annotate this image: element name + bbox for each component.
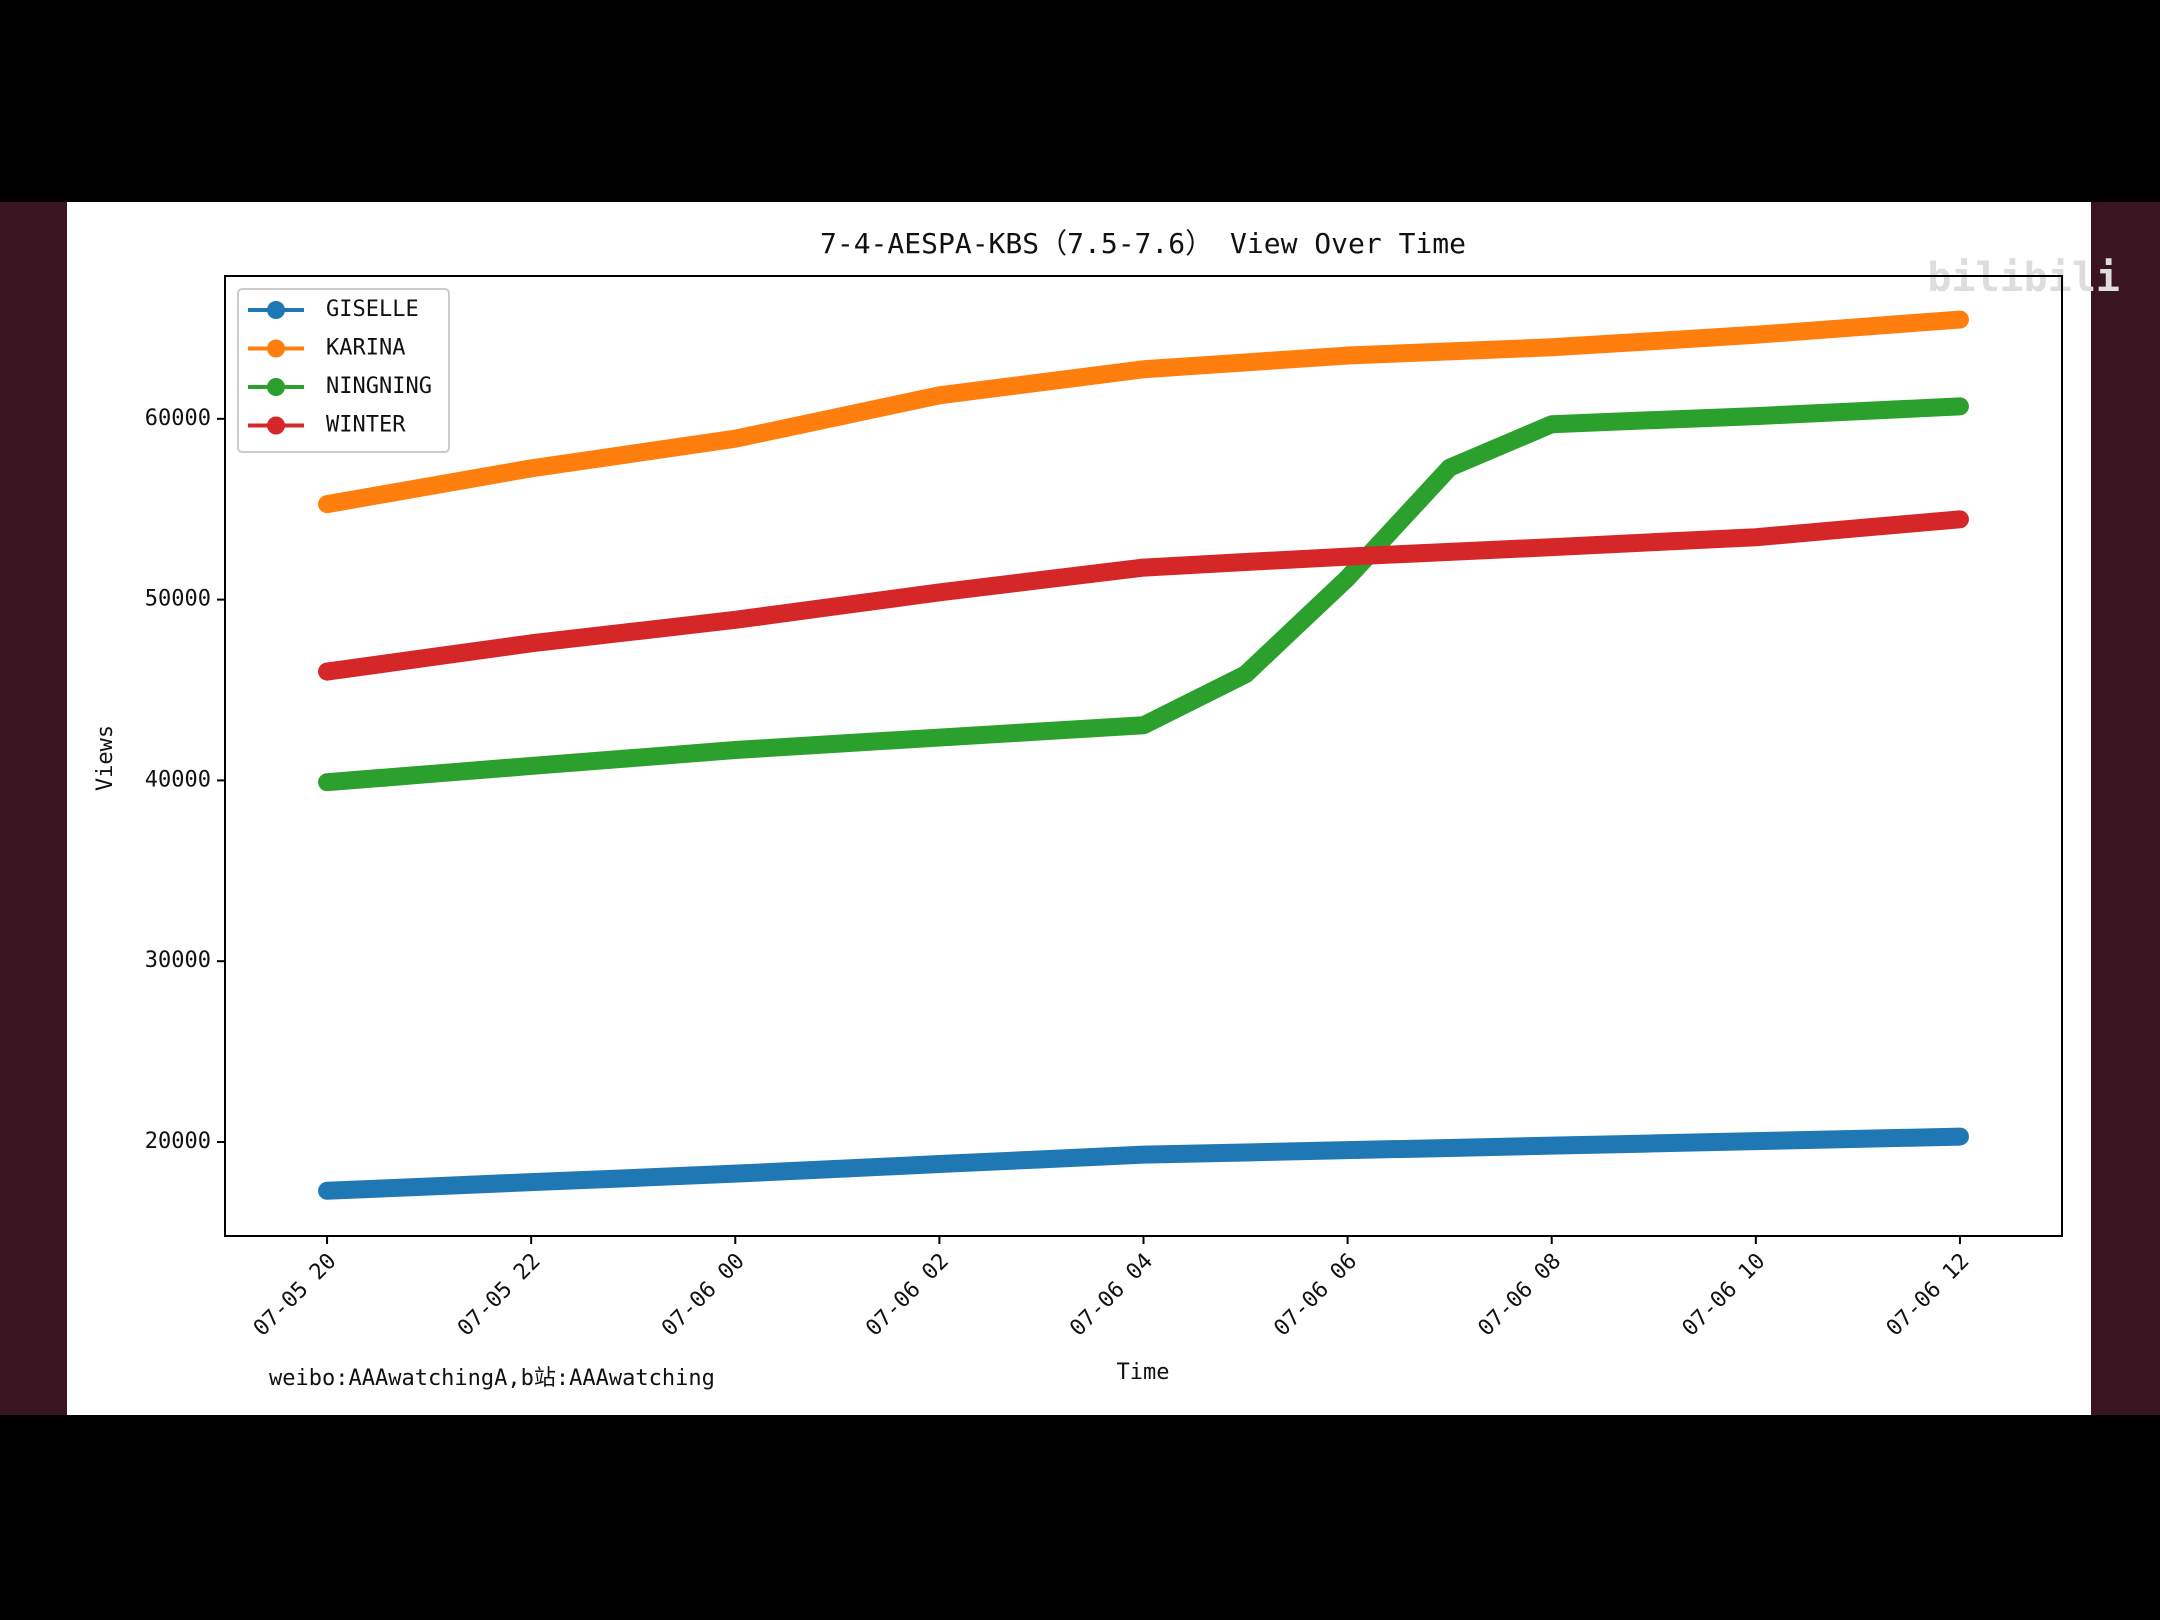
series-line (318, 310, 1969, 514)
y-tick-label: 50000 (145, 587, 211, 612)
legend-label: NINGNING (326, 374, 432, 399)
series-line (318, 510, 1969, 681)
y-tick-label: 40000 (145, 767, 211, 792)
video-edge-right (2091, 202, 2160, 1415)
watermark: bilibili (1927, 255, 2120, 301)
legend-box (237, 288, 450, 453)
legend-marker (267, 378, 285, 396)
legend-marker (267, 301, 285, 319)
y-axis-label: Views (93, 725, 118, 791)
y-tick-label: 20000 (145, 1129, 211, 1154)
legend-label: WINTER (326, 413, 406, 438)
legend-marker (267, 416, 285, 435)
legend-marker (267, 339, 285, 358)
series-line (318, 397, 1969, 792)
legend-label: GISELLE (326, 297, 419, 322)
video-edge-left (0, 202, 67, 1415)
chart-title: 7-4-AESPA-KBS（7.5-7.6） View Over Time (820, 227, 1466, 260)
legend-label: KARINA (326, 336, 405, 361)
series-line (318, 1127, 1969, 1200)
y-tick-label: 60000 (145, 406, 211, 431)
footnote: weibo:AAAwatchingA,b站:AAAwatching (269, 1366, 715, 1391)
y-tick-label: 30000 (145, 948, 211, 973)
x-axis-label: Time (1117, 1360, 1170, 1385)
